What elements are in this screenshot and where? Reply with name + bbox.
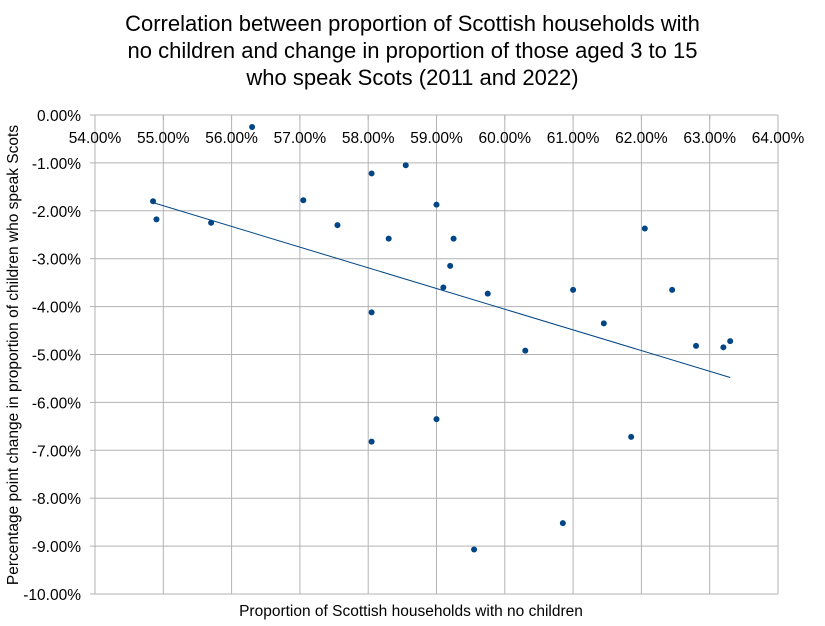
x-tick-label: 56.00% bbox=[205, 130, 258, 147]
x-tick-label: 62.00% bbox=[615, 130, 668, 147]
data-point bbox=[628, 433, 635, 440]
chart-title-line-3: who speak Scots (2011 and 2022) bbox=[246, 65, 579, 90]
x-tick-label: 64.00% bbox=[752, 130, 805, 147]
axes bbox=[90, 114, 779, 595]
data-point bbox=[669, 286, 676, 293]
y-tick-label: -3.00% bbox=[32, 252, 81, 269]
y-tick-label: -8.00% bbox=[32, 491, 81, 508]
data-points bbox=[150, 123, 734, 553]
data-point bbox=[447, 262, 454, 269]
x-axis-label: Proportion of Scottish households with n… bbox=[239, 603, 583, 620]
data-point bbox=[433, 201, 440, 208]
y-tick-label: 0.00% bbox=[37, 108, 81, 125]
x-tick-label: 55.00% bbox=[137, 130, 190, 147]
data-point bbox=[720, 344, 727, 351]
data-point bbox=[559, 520, 566, 527]
data-point bbox=[249, 123, 256, 130]
data-point bbox=[450, 235, 457, 242]
data-point bbox=[570, 286, 577, 293]
trendline-group bbox=[152, 202, 731, 378]
x-tick-labels: 54.00% 55.00% 56.00% 57.00% 58.00% 59.00% 60.0… bbox=[69, 130, 805, 147]
chart-title: Correlation between proportion of Scotti… bbox=[0, 10, 825, 91]
data-point bbox=[368, 438, 375, 445]
x-tick-label: 59.00% bbox=[410, 130, 463, 147]
y-tick-label: -4.00% bbox=[32, 300, 81, 317]
x-tick-label: 54.00% bbox=[69, 130, 122, 147]
data-point bbox=[471, 546, 478, 553]
y-axis-label: Percentage point change in proportion of… bbox=[5, 125, 22, 585]
data-point bbox=[433, 416, 440, 423]
chart-title-line-1: Correlation between proportion of Scotti… bbox=[125, 11, 700, 36]
data-point bbox=[385, 235, 392, 242]
data-point bbox=[522, 347, 529, 354]
y-tick-labels: 0.00% -1.00% -2.00% -3.00% -4.00% -5.00% -6.00… bbox=[23, 108, 81, 604]
y-tick-label: -6.00% bbox=[32, 395, 81, 412]
trendline bbox=[152, 202, 731, 378]
data-point bbox=[484, 290, 491, 297]
data-point bbox=[641, 225, 648, 232]
y-tick-label: -9.00% bbox=[32, 539, 81, 556]
data-point bbox=[300, 197, 307, 204]
data-point bbox=[440, 284, 447, 291]
data-point bbox=[334, 222, 341, 229]
gridlines bbox=[94, 114, 779, 595]
data-point bbox=[693, 342, 700, 349]
y-tick-label: -5.00% bbox=[32, 348, 81, 365]
data-point bbox=[208, 219, 215, 226]
data-point bbox=[727, 338, 734, 345]
y-tick-label: -10.00% bbox=[23, 587, 81, 604]
data-point bbox=[150, 198, 157, 205]
data-point bbox=[368, 309, 375, 316]
x-tick-label: 58.00% bbox=[342, 130, 395, 147]
data-point bbox=[600, 320, 607, 327]
y-tick-label: -1.00% bbox=[32, 156, 81, 173]
x-tick-label: 61.00% bbox=[547, 130, 600, 147]
x-tick-label: 63.00% bbox=[683, 130, 736, 147]
y-tick-label: -2.00% bbox=[32, 204, 81, 221]
x-tick-label: 57.00% bbox=[274, 130, 327, 147]
chart-title-line-2: no children and change in proportion of … bbox=[127, 38, 698, 63]
data-point bbox=[368, 170, 375, 177]
y-tick-label: -7.00% bbox=[32, 443, 81, 460]
data-point bbox=[402, 162, 409, 169]
data-point bbox=[153, 216, 160, 223]
x-tick-label: 60.00% bbox=[479, 130, 532, 147]
